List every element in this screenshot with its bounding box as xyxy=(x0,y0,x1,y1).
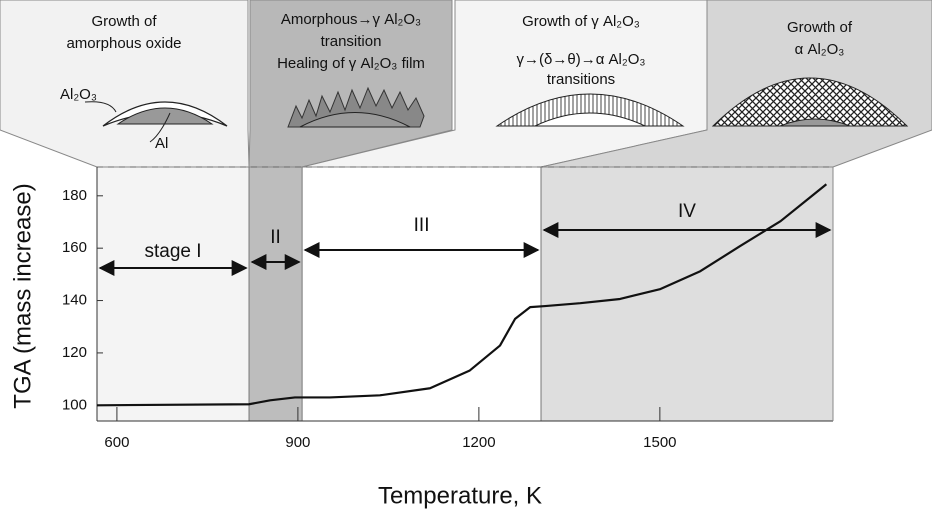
panel-text: γ→(δ→θ)→α Al₂O₃ xyxy=(517,51,646,68)
pointer xyxy=(149,112,171,143)
y-tick-label: 180 xyxy=(62,187,87,204)
panel-text: transitions xyxy=(547,71,615,88)
panel-text: Growth of xyxy=(787,19,853,36)
stage-label: III xyxy=(414,215,430,236)
regions xyxy=(97,167,833,421)
stage-label: stage I xyxy=(144,241,201,262)
panel-text: Amorphous→γ Al₂O₃ xyxy=(281,11,421,28)
panel-text: Growth of xyxy=(91,13,157,30)
illustration-label: Al₂O₃ xyxy=(60,86,97,103)
y-tick-label: 120 xyxy=(62,344,87,361)
y-tick-label: 140 xyxy=(62,292,87,309)
y-tick-label: 160 xyxy=(62,239,87,256)
panel-text: Healing of γ Al₂O₃ film xyxy=(277,55,425,72)
x-tick-label: 1500 xyxy=(643,434,676,451)
al-core xyxy=(534,112,646,127)
illustrations: Al₂O₃ Al xyxy=(60,77,909,152)
x-tick-label: 1200 xyxy=(462,434,495,451)
panel-text: amorphous oxide xyxy=(66,35,181,52)
stage-region xyxy=(249,167,303,421)
al-core xyxy=(779,118,851,127)
panel-text: α Al₂O₃ xyxy=(795,41,845,58)
panel-text: transition xyxy=(321,33,382,50)
x-tick-label: 900 xyxy=(285,434,310,451)
pointer xyxy=(84,101,117,113)
stage-region xyxy=(302,167,542,421)
x-tick-label: 600 xyxy=(104,434,129,451)
stage-label: II xyxy=(270,227,281,248)
stage-region xyxy=(97,167,250,421)
al-core xyxy=(299,112,411,128)
stage-region xyxy=(541,167,833,421)
al-core xyxy=(116,107,214,125)
alpha-film xyxy=(711,77,909,127)
x-axis-title: Temperature, K xyxy=(378,482,542,509)
panel-text: Growth of γ Al₂O₃ xyxy=(522,13,640,30)
stage-label: IV xyxy=(678,201,696,222)
illustration-label: Al xyxy=(155,135,168,152)
y-axis-title: TGA (mass increase) xyxy=(9,183,36,408)
tga-curve xyxy=(96,183,828,407)
gamma-film xyxy=(495,93,685,127)
y-tick-label: 100 xyxy=(62,396,87,413)
